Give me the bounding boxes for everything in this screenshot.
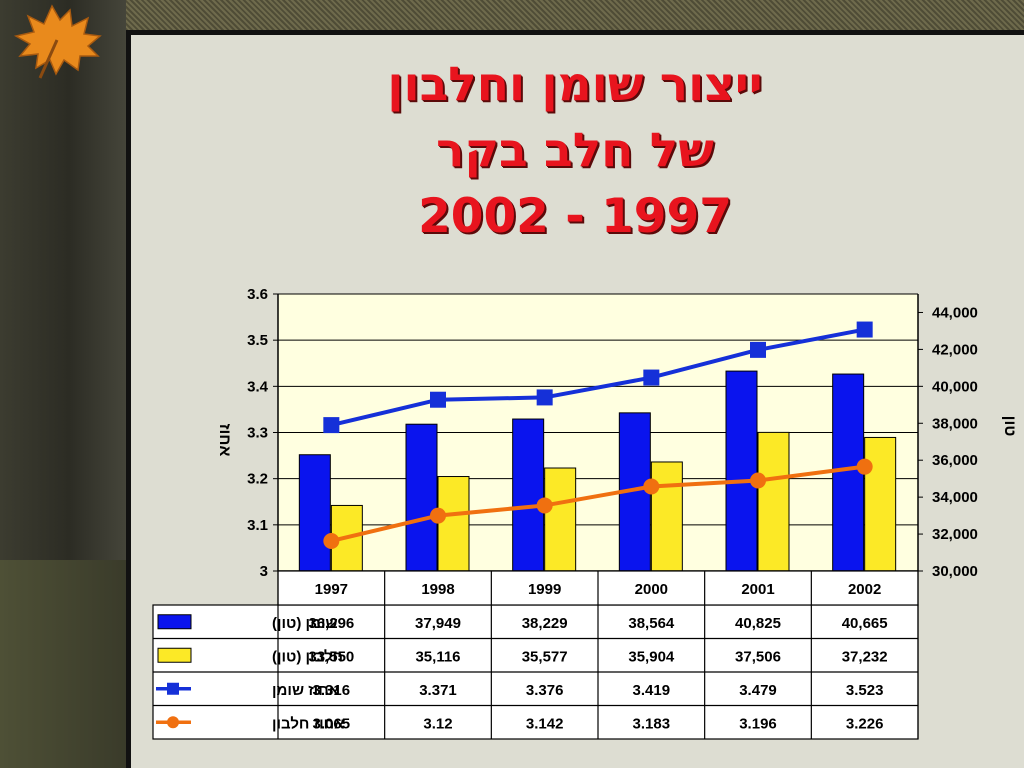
marker-protein-percent — [323, 532, 340, 549]
y-right-tick-label: 42,000 — [932, 341, 978, 358]
slide-title: ייצור שומן וחלבון של חלב בקר 2002 - 1997 — [126, 52, 1024, 250]
background-texture-top — [0, 0, 1024, 32]
table-cell: 3.12 — [423, 715, 452, 732]
y-right-axis-title: טון — [1001, 416, 1018, 437]
table-cell: 3.316 — [313, 682, 351, 699]
marker-protein-percent — [643, 478, 660, 495]
table-cell: 35,577 — [522, 648, 568, 665]
table-cell: 3.479 — [739, 682, 777, 699]
x-category-label: 2000 — [635, 581, 668, 598]
legend-key-fat-tons — [157, 614, 192, 630]
table-cell: 38,564 — [628, 615, 675, 632]
marker-fat-percent — [430, 391, 446, 408]
x-category-label: 1998 — [421, 581, 454, 598]
marker-fat-percent — [536, 389, 553, 406]
marker-fat-percent — [856, 321, 873, 338]
bar-fat — [298, 454, 331, 572]
y-left-tick-label: 3 — [260, 563, 268, 580]
bar-fat — [832, 373, 865, 572]
maple-leaf-icon — [13, 4, 102, 79]
y-left-tick-label: 3.4 — [247, 378, 269, 395]
table-cell: 3.183 — [633, 715, 671, 732]
bar-fat — [512, 418, 545, 572]
y-right-tick-label: 44,000 — [932, 304, 978, 321]
y-left-tick-label: 3.1 — [247, 517, 268, 534]
legend-marker-protein-percent — [167, 716, 179, 729]
bar-protein — [650, 461, 683, 572]
table-row-label-fat-tons: שומן (טון) — [272, 615, 338, 632]
table-cell: 35,904 — [628, 648, 675, 665]
table-cell: 36,296 — [308, 615, 354, 632]
table-cell: 37,506 — [735, 648, 781, 665]
bar-protein — [437, 476, 470, 572]
table-cell: 3.371 — [419, 682, 457, 699]
bar-protein — [544, 467, 577, 572]
table-cell: 3.065 — [313, 715, 351, 732]
x-category-label: 1999 — [528, 581, 561, 598]
table-cell: 33,550 — [308, 648, 354, 665]
table-cell: 3.419 — [633, 682, 671, 699]
table-cell: 38,229 — [522, 615, 568, 632]
table-row-label-protein-tons: חלבון (טון) — [272, 648, 343, 665]
legend-marker-fat-percent — [167, 682, 179, 695]
marker-fat-percent — [643, 369, 660, 386]
table-cell: 3.226 — [846, 715, 884, 732]
marker-fat-percent — [750, 341, 766, 358]
x-category-label: 2001 — [741, 581, 774, 598]
y-left-axis-title: אחוז — [216, 424, 233, 457]
background-left-panel-lower — [0, 560, 126, 768]
title-line-1: ייצור שומן וחלבון — [387, 57, 763, 112]
y-right-tick-label: 38,000 — [932, 415, 978, 432]
legend-key-protein-tons — [157, 647, 192, 663]
y-left-tick-label: 3.6 — [247, 286, 268, 303]
table-cell: 3.196 — [739, 715, 777, 732]
bar-fat — [405, 423, 438, 572]
marker-protein-percent — [536, 497, 553, 514]
table-row-label-protein-percent: אחוז חלבון — [272, 715, 344, 732]
marker-protein-percent — [750, 472, 766, 489]
line-protein-percent — [330, 464, 865, 543]
marker-protein-percent — [430, 507, 446, 524]
line-fat-percent — [330, 327, 866, 428]
x-category-label: 2002 — [848, 581, 881, 598]
table-row-label-fat-percent: אחוז שומן — [272, 682, 339, 699]
table-cell: 3.142 — [526, 715, 564, 732]
bar-protein — [864, 436, 897, 572]
table-cell: 35,116 — [415, 648, 460, 665]
y-left-tick-label: 3.5 — [247, 332, 268, 349]
bar-protein — [757, 431, 790, 572]
y-right-tick-label: 32,000 — [932, 526, 978, 543]
table-cell: 3.376 — [526, 682, 564, 699]
y-left-tick-label: 3.2 — [247, 471, 268, 488]
table-cell: 3.523 — [846, 682, 884, 699]
y-right-tick-label: 36,000 — [932, 452, 978, 469]
y-right-tick-label: 30,000 — [932, 563, 978, 580]
table-cell: 37,232 — [842, 648, 888, 665]
marker-protein-percent — [856, 458, 873, 475]
marker-fat-percent — [323, 417, 340, 434]
table-cell: 40,665 — [842, 615, 888, 632]
bar-fat — [725, 370, 758, 572]
y-right-tick-label: 40,000 — [932, 378, 978, 395]
x-category-label: 1997 — [315, 581, 348, 598]
y-left-tick-label: 3.3 — [247, 425, 268, 442]
table-cell: 37,949 — [415, 615, 461, 632]
table-cell: 40,825 — [735, 615, 781, 632]
title-line-3: 2002 - 1997 — [418, 189, 732, 244]
y-right-tick-label: 34,000 — [932, 489, 978, 506]
title-line-2: של חלב בקר — [436, 123, 714, 178]
